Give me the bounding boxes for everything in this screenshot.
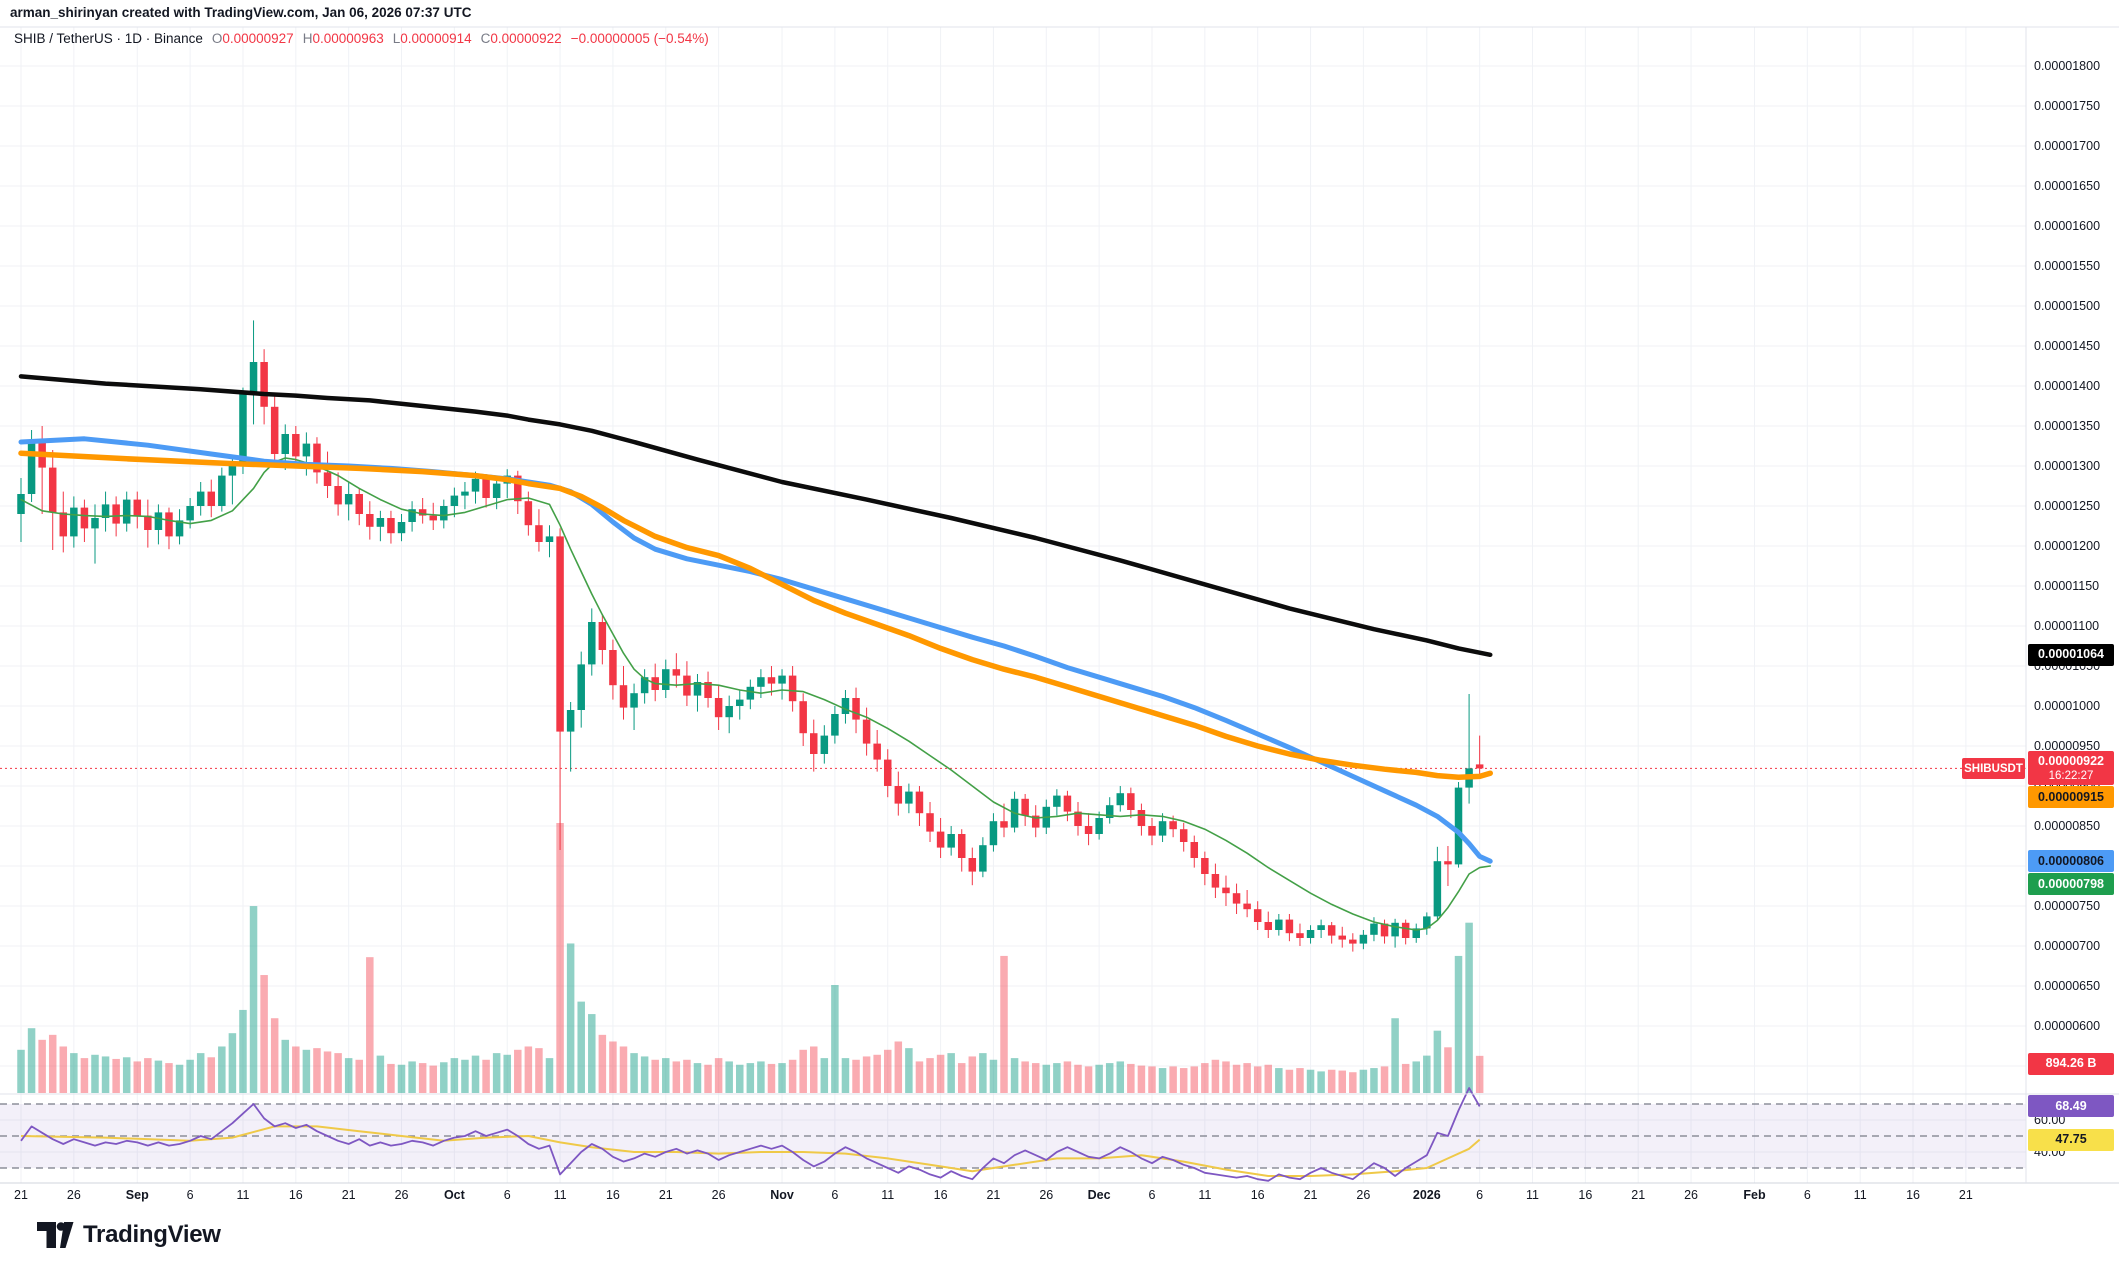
price-axis-badge: 0.00000806 [2028, 850, 2114, 873]
tradingview-logo[interactable]: TradingView [36, 1220, 221, 1250]
time-axis-label: 11 [1853, 1188, 1867, 1202]
price-axis-badge: 0.00000922 16:22:27 [2028, 751, 2114, 786]
price-axis-label: 0.00001350 [2034, 419, 2101, 433]
time-axis-label: 6 [1148, 1188, 1156, 1202]
price-axis-label: 0.00001750 [2034, 99, 2101, 113]
time-axis-label: 21 [1631, 1188, 1646, 1202]
time-axis-label: 21 [658, 1188, 673, 1202]
tradingview-logo-icon [37, 1222, 74, 1248]
price-axis-label: 0.00000700 [2034, 939, 2101, 953]
time-axis-label: 16 [933, 1188, 948, 1202]
price-axis-label: 0.00000750 [2034, 899, 2101, 913]
time-axis-label: 16 [1578, 1188, 1593, 1202]
symbol-title[interactable]: SHIB / TetherUS · 1D · Binance [14, 31, 203, 46]
price-axis-label: 0.00001250 [2034, 499, 2101, 513]
time-axis-label: 16 [1250, 1188, 1265, 1202]
ohlc-high: H0.00000963 [302, 31, 384, 46]
price-axis-badge: 0.00000798 [2028, 873, 2114, 896]
time-axis-label: 6 [1476, 1188, 1484, 1202]
attribution-text: arman_shirinyan created with TradingView… [10, 5, 472, 20]
price-axis-label: 0.00001450 [2034, 339, 2101, 353]
time-axis-label: 11 [881, 1188, 895, 1202]
ohlc-close: C0.00000922 [480, 31, 562, 46]
price-axis-label: 0.00001400 [2034, 379, 2101, 393]
time-axis-label: 6 [503, 1188, 511, 1202]
rsi-axis-badge: 68.49 [2028, 1095, 2114, 1118]
volume-axis-badge: 894.26 B [2028, 1052, 2114, 1075]
time-axis-label: 11 [553, 1188, 567, 1202]
price-axis-label: 0.00001500 [2034, 299, 2101, 313]
time-axis-label: 16 [605, 1188, 620, 1202]
price-axis-label: 0.00000650 [2034, 979, 2101, 993]
time-axis-label: 26 [711, 1188, 726, 1202]
rsi-axis-badge: 47.75 [2028, 1128, 2114, 1151]
time-axis-label: Nov [770, 1188, 794, 1202]
time-axis-label: 26 [1684, 1188, 1698, 1202]
price-axis-badge: 0.00001064 [2028, 643, 2114, 666]
time-axis-label: 6 [186, 1188, 194, 1202]
time-axis-label: Dec [1087, 1188, 1111, 1202]
tradingview-logo-text: TradingView [83, 1221, 221, 1248]
time-axis-label: Sep [125, 1188, 149, 1202]
time-axis-label: 2026 [1412, 1188, 1441, 1202]
time-axis-label: 21 [14, 1188, 28, 1202]
price-axis-label: 0.00001300 [2034, 459, 2101, 473]
price-axis[interactable] [2027, 27, 2119, 1183]
time-axis-label: 11 [1198, 1188, 1212, 1202]
time-axis-label: 16 [1906, 1188, 1920, 1202]
price-axis-label: 0.00000950 [2034, 739, 2101, 753]
time-axis-label: 21 [1958, 1188, 1973, 1202]
price-change: −0.00000005 (−0.54%) [570, 31, 709, 46]
time-axis-label: 21 [1303, 1188, 1318, 1202]
price-axis-label: 0.00000850 [2034, 819, 2101, 833]
time-axis-label: Feb [1743, 1188, 1766, 1202]
time-axis-label: 16 [288, 1188, 303, 1202]
time-axis-label: 11 [236, 1188, 250, 1202]
price-axis-badge: 0.00000915 [2028, 786, 2114, 809]
price-axis-label: 0.00001000 [2034, 699, 2101, 713]
time-axis-label: 21 [986, 1188, 1001, 1202]
time-axis-label: 11 [1526, 1188, 1539, 1202]
time-axis[interactable] [0, 1184, 2119, 1212]
price-axis-label: 0.00001650 [2034, 179, 2101, 193]
price-axis-label: 0.00001100 [2034, 619, 2100, 633]
time-axis-label: 26 [1039, 1188, 1054, 1202]
ohlc-open: O0.00000927 [211, 31, 294, 46]
price-axis-label: 0.00000600 [2034, 1019, 2101, 1033]
time-axis-label: 6 [831, 1188, 839, 1202]
price-axis-label: 0.00001550 [2034, 259, 2101, 273]
time-axis-label: 26 [66, 1188, 81, 1202]
time-axis-label: 26 [394, 1188, 409, 1202]
symbol-price-line-label: SHIBUSDT [1962, 758, 2025, 779]
chart-legend: SHIB / TetherUS · 1D · Binance O0.000009… [14, 31, 709, 46]
time-axis-label: 26 [1356, 1188, 1371, 1202]
price-axis-label: 0.00001600 [2034, 219, 2101, 233]
ohlc-low: L0.00000914 [392, 31, 472, 46]
price-axis-label: 0.00001200 [2034, 539, 2101, 553]
time-axis-label: 21 [341, 1188, 356, 1202]
price-axis-label: 0.00001800 [2034, 59, 2101, 73]
price-axis-label: 0.00001150 [2034, 579, 2100, 593]
price-axis-label: 0.00001700 [2034, 139, 2101, 153]
time-axis-label: Oct [443, 1188, 465, 1202]
time-axis-label: 6 [1803, 1188, 1811, 1202]
